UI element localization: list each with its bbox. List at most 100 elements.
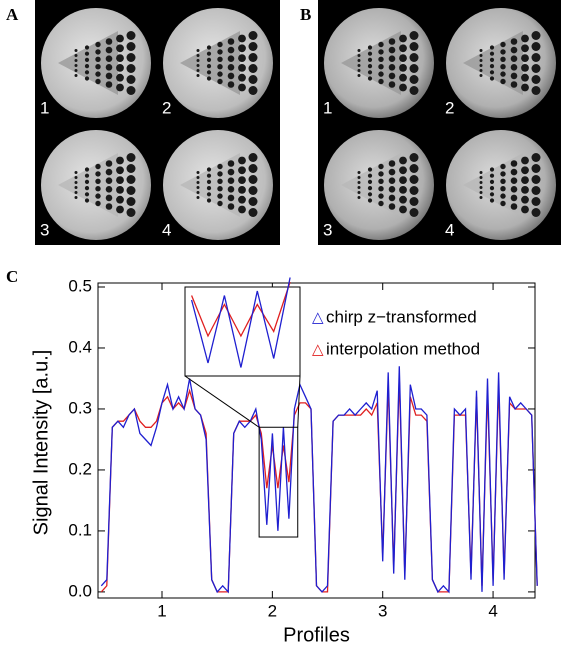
phantom-hole	[227, 81, 235, 88]
phantom-hole	[510, 81, 518, 88]
phantom-wedge	[463, 153, 523, 217]
phantom-hole	[357, 176, 361, 179]
phantom-hole	[95, 49, 101, 55]
phantom-hole	[74, 59, 78, 62]
phantom-hole	[84, 51, 90, 56]
phantom-hole	[227, 203, 235, 210]
phantom-hole	[84, 57, 90, 63]
phantom-hole	[84, 179, 90, 184]
phantom-hole	[248, 208, 258, 217]
phantom-hole	[500, 163, 506, 170]
phantom-hole	[489, 57, 495, 63]
phantom-hole	[479, 171, 483, 174]
phantom-hole	[238, 44, 246, 53]
phantom-hole	[196, 176, 200, 179]
phantom-hole	[531, 153, 541, 162]
phantom-hole	[367, 64, 373, 69]
phantom-hole	[217, 49, 223, 55]
phantom-hole	[500, 186, 506, 192]
phantom-hole	[531, 197, 541, 206]
phantom-hole	[95, 78, 101, 85]
phantom-hole	[521, 34, 529, 43]
phantom-hole	[248, 86, 258, 95]
phantom-hole	[510, 194, 518, 202]
phantom-hole	[510, 46, 518, 54]
phantom-hole	[378, 171, 384, 177]
phantom-hole	[378, 163, 384, 170]
phantom-hole	[388, 72, 396, 80]
phantom-hole	[248, 186, 258, 195]
phantom-hole	[206, 45, 212, 50]
phantom-hole	[500, 171, 506, 177]
phantom-hole	[388, 64, 396, 71]
phantom-hole	[479, 64, 483, 67]
phantom-hole	[227, 55, 235, 62]
phantom-hole	[399, 195, 407, 204]
phantom-hole	[116, 205, 124, 214]
phantom-hole	[105, 168, 113, 176]
phantom-hole	[196, 186, 200, 189]
phantom-hole	[84, 64, 90, 69]
phantom-hole	[531, 208, 541, 217]
phantom-hole	[489, 51, 495, 56]
inset-line	[190, 281, 291, 338]
phantom-hole	[531, 31, 541, 40]
phantom-hole	[74, 181, 78, 184]
phantom-hole	[367, 173, 373, 178]
phantom-hole	[116, 54, 124, 62]
phantom-hole	[248, 64, 258, 73]
phantom-hole	[399, 73, 407, 82]
phantom-hole	[388, 194, 396, 202]
y-tick-label: 0.4	[68, 337, 92, 356]
phantom-hole	[206, 64, 212, 69]
phantom-hole	[95, 171, 101, 177]
phantom-hole	[399, 156, 407, 165]
phantom-wedge	[180, 31, 240, 95]
phantom-hole	[74, 64, 78, 67]
phantom-hole	[196, 181, 200, 184]
phantom-hole	[206, 198, 212, 203]
phantom-hole	[479, 191, 483, 194]
phantom-hole	[105, 55, 113, 62]
phantom-hole	[84, 186, 90, 191]
phantom-hole	[84, 70, 90, 75]
phantom-hole	[248, 75, 258, 84]
image-number: 2	[445, 98, 454, 117]
phantom-hole	[217, 71, 223, 77]
phantom-hole	[388, 177, 396, 184]
phantom-hole	[489, 76, 495, 81]
phantom-hole	[409, 53, 419, 62]
phantom-hole	[105, 203, 113, 210]
phantom-hole	[378, 56, 384, 62]
phantom-hole	[84, 173, 90, 178]
phantom-hole	[227, 168, 235, 176]
phantom-hole	[479, 181, 483, 184]
phantom-hole	[489, 186, 495, 191]
phantom-hole	[238, 34, 246, 43]
phantom-hole	[409, 208, 419, 217]
phantom-hole	[357, 69, 361, 72]
phantom-hole	[238, 156, 246, 165]
phantom-hole	[126, 197, 136, 206]
phantom-hole	[388, 203, 396, 210]
phantom-hole	[521, 54, 529, 62]
phantom-hole	[238, 195, 246, 204]
phantom-hole	[74, 74, 78, 77]
phantom-hole	[206, 70, 212, 75]
phantom-hole	[217, 163, 223, 170]
phantom-wedge	[341, 153, 401, 217]
phantom-hole	[206, 186, 212, 191]
phantom-hole	[116, 64, 124, 72]
phantom-hole	[116, 176, 124, 185]
y-tick-label: 0.5	[68, 276, 92, 295]
phantom-hole	[357, 191, 361, 194]
phantom-hole	[126, 153, 136, 162]
phantom-hole	[367, 45, 373, 50]
phantom-hole	[409, 86, 419, 95]
phantom-hole	[126, 31, 136, 40]
y-tick-label: 0.0	[68, 581, 92, 600]
phantom-hole	[510, 160, 518, 167]
phantom-hole	[196, 49, 200, 52]
phantom-hole	[217, 78, 223, 85]
phantom-hole	[196, 59, 200, 62]
